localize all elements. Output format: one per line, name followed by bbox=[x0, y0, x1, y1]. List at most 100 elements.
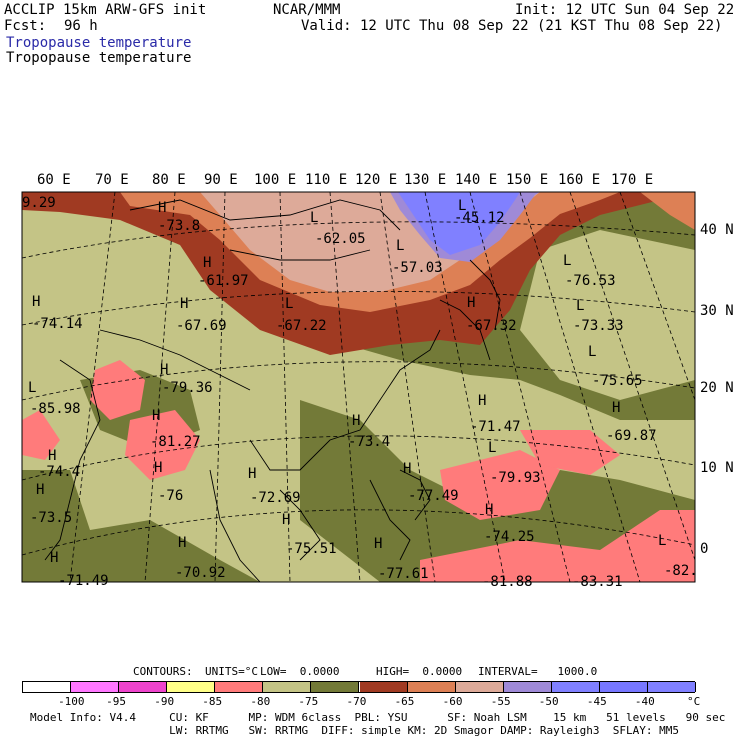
extrema-value: -76 bbox=[158, 488, 183, 504]
extrema-value: -79.93 bbox=[490, 470, 541, 486]
extrema-value: -75.51 bbox=[286, 541, 337, 557]
longitude-label: 100 E bbox=[254, 172, 297, 188]
low-marker: L bbox=[285, 296, 293, 312]
extrema-value: -82. bbox=[664, 563, 698, 579]
colorbar-swatch bbox=[167, 682, 216, 692]
extrema-annotations: H-73.8 L-62.05L-45.12L-57.03H-61.97L-76.5… bbox=[22, 195, 698, 590]
colorbar-label: -100 bbox=[58, 695, 85, 708]
longitude-label: 90 E bbox=[204, 172, 238, 188]
latitude-label: 20 N bbox=[700, 380, 734, 396]
longitude-label: 160 E bbox=[558, 172, 601, 188]
colorbar-swatch bbox=[23, 682, 72, 692]
high-marker: H bbox=[160, 362, 168, 378]
center-label: NCAR/MMM bbox=[273, 2, 341, 18]
graticule bbox=[22, 192, 695, 582]
model-info-line-2: LW: RRTMG SW: RRTMG DIFF: simple KM: 2D … bbox=[30, 724, 680, 737]
extrema-value: -83.31 bbox=[572, 574, 623, 590]
extrema-value: -67.69 bbox=[176, 318, 227, 334]
high-marker: H bbox=[467, 295, 475, 311]
colorbar-label: -80 bbox=[250, 695, 271, 708]
colorbar-swatch bbox=[599, 682, 648, 692]
extrema-value: -72.69 bbox=[250, 490, 301, 506]
high-marker: H bbox=[352, 413, 360, 429]
high-marker: H bbox=[154, 460, 162, 476]
field-title-blue: Tropopause temperature bbox=[6, 35, 192, 51]
latitude-label: 40 N bbox=[700, 222, 734, 238]
colorbar-label: -60 bbox=[442, 695, 463, 708]
low-marker: L bbox=[396, 238, 404, 254]
extrema-value: 9.29 bbox=[22, 195, 56, 211]
extrema-value: -73.33 bbox=[573, 318, 624, 334]
colorbar-label: -75 bbox=[298, 695, 319, 708]
extrema-value: -79.36 bbox=[162, 380, 213, 396]
extrema-value: -73.8 bbox=[158, 218, 200, 234]
low-marker: L bbox=[310, 210, 318, 226]
contours-high: HIGH= 0.0000 bbox=[376, 665, 463, 678]
map-frame bbox=[21, 191, 696, 583]
extrema-value: -74.25 bbox=[484, 529, 535, 545]
extrema-value: -67.22 bbox=[276, 318, 327, 334]
extrema-value: -73.5 bbox=[30, 510, 72, 526]
colorbar-label: -90 bbox=[154, 695, 175, 708]
extrema-value: -77.49 bbox=[408, 488, 459, 504]
low-marker: L bbox=[658, 533, 666, 549]
longitude-label: 170 E bbox=[611, 172, 654, 188]
extrema-value: -85.98 bbox=[30, 401, 81, 417]
extrema-value: -77.61 bbox=[378, 566, 429, 582]
colorbar-label: -65 bbox=[394, 695, 415, 708]
longitude-label: 150 E bbox=[506, 172, 549, 188]
colorbar-swatch bbox=[407, 682, 456, 692]
high-marker: H bbox=[178, 535, 186, 551]
extrema-value: -74.4 bbox=[38, 464, 80, 480]
colorbar-label: -45 bbox=[586, 695, 607, 708]
extrema-value: -45.12 bbox=[454, 210, 505, 226]
colorbar-swatch bbox=[455, 682, 504, 692]
latitude-label: 10 N bbox=[700, 460, 734, 476]
colorbar bbox=[22, 681, 696, 693]
extrema-value: -75.65 bbox=[592, 373, 643, 389]
contours-units: UNITS=°C bbox=[205, 665, 258, 678]
high-marker: H bbox=[180, 296, 188, 312]
high-marker: H bbox=[32, 294, 40, 310]
extrema-value: -81.27 bbox=[150, 434, 201, 450]
colorbar-label: -50 bbox=[538, 695, 559, 708]
extrema-value: -74.14 bbox=[32, 316, 83, 332]
extrema-value: -73.4 bbox=[348, 434, 390, 450]
high-marker: H bbox=[203, 255, 211, 271]
longitude-label: 80 E bbox=[152, 172, 186, 188]
colorbar-swatch bbox=[551, 682, 600, 692]
colorbar-label: -40 bbox=[634, 695, 655, 708]
extrema-value: -62.05 bbox=[315, 231, 366, 247]
model-info-line-1: Model Info: V4.4 CU: KF MP: WDM 6class P… bbox=[30, 711, 726, 724]
contours-interval: INTERVAL= 1000.0 bbox=[478, 665, 598, 678]
low-marker: L bbox=[488, 440, 496, 456]
colorbar-swatch bbox=[119, 682, 168, 692]
low-marker: L bbox=[588, 344, 596, 360]
latitude-label: 30 N bbox=[700, 303, 734, 319]
fcst-label: Fcst: bbox=[4, 18, 47, 34]
extrema-value: -76.53 bbox=[565, 273, 616, 289]
high-marker: H bbox=[282, 512, 290, 528]
extrema-value: -57.03 bbox=[392, 260, 443, 276]
longitude-label: 120 E bbox=[355, 172, 398, 188]
high-marker: H bbox=[158, 200, 166, 216]
high-marker: H bbox=[152, 408, 160, 424]
field-title-black: Tropopause temperature bbox=[6, 50, 192, 66]
high-marker: H bbox=[36, 482, 44, 498]
high-marker: H bbox=[50, 550, 58, 566]
low-marker: L bbox=[563, 253, 571, 269]
fcst-value: 96 h bbox=[64, 18, 98, 34]
colorbar-label: -95 bbox=[106, 695, 127, 708]
longitude-label: 140 E bbox=[455, 172, 498, 188]
high-marker: H bbox=[612, 400, 620, 416]
colorbar-swatch bbox=[215, 682, 264, 692]
colorbar-swatch bbox=[503, 682, 552, 692]
low-marker: L bbox=[458, 198, 466, 214]
contours-label: CONTOURS: bbox=[133, 665, 193, 678]
colorbar-label: -70 bbox=[346, 695, 367, 708]
extrema-value: -61.97 bbox=[198, 273, 249, 289]
colorbar-swatch bbox=[647, 682, 696, 692]
init-time: Init: 12 UTC Sun 04 Sep 22 bbox=[515, 2, 735, 18]
high-marker: H bbox=[478, 393, 486, 409]
